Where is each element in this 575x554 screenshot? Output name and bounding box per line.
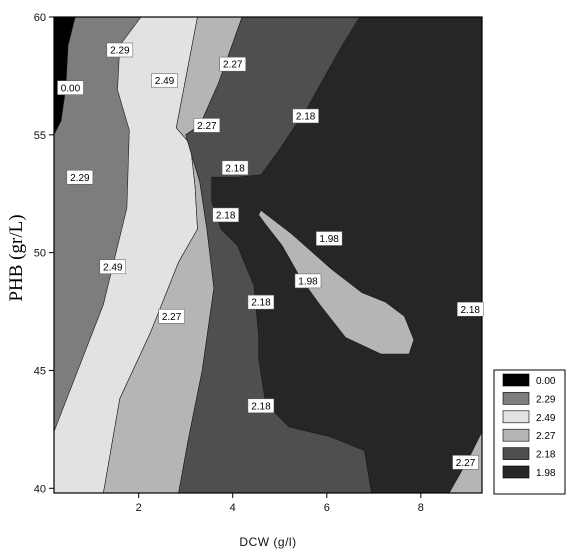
x-tick-label: 2 xyxy=(136,502,142,514)
contour-region-1-98 xyxy=(258,209,415,355)
contour-label-text: 2.49 xyxy=(103,262,123,273)
contour-label-text: 1.98 xyxy=(319,234,339,245)
contour-label: 2.49 xyxy=(151,73,178,88)
legend-label: 0.00 xyxy=(536,376,556,387)
contour-label-text: 2.18 xyxy=(216,211,236,222)
contour-label: 2.29 xyxy=(106,42,134,58)
contour-label: 2.18 xyxy=(456,301,484,317)
contour-label-box xyxy=(212,207,239,223)
contour-label-box xyxy=(452,455,479,470)
x-axis-title: DCW (g/l) xyxy=(239,535,296,549)
contour-label-box xyxy=(315,231,343,246)
contour-label-box xyxy=(57,80,84,95)
contour-label: 2.49 xyxy=(99,259,127,275)
contour-label-text: 2.27 xyxy=(223,60,243,71)
contour-label-box xyxy=(193,118,221,133)
contour-label-text: 2.27 xyxy=(162,312,182,323)
y-axis-title: PHB (gr/L) xyxy=(6,214,27,301)
contour-label: 2.18 xyxy=(292,108,319,124)
y-tick-label: 55 xyxy=(34,130,46,142)
contour-label-text: 2.29 xyxy=(110,46,130,57)
legend-swatch xyxy=(502,465,530,479)
contour-label-box xyxy=(106,42,134,58)
x-tick-label: 6 xyxy=(324,502,330,514)
contour-region-2-27 xyxy=(448,431,482,493)
contour-label-text: 2.18 xyxy=(225,163,245,174)
contour-label: 2.29 xyxy=(66,169,94,185)
contour-label-text: 2.18 xyxy=(296,112,316,123)
contour-label-box xyxy=(151,73,178,88)
contour-label-box xyxy=(221,160,249,176)
contour-label: 2.27 xyxy=(158,309,185,324)
contour-label: 1.98 xyxy=(315,231,343,246)
contour-label: 2.27 xyxy=(452,455,479,470)
x-tick-label: 4 xyxy=(230,502,236,514)
legend-label: 2.27 xyxy=(536,431,556,442)
contour-label: 2.27 xyxy=(219,56,246,72)
y-tick-label: 60 xyxy=(34,12,46,24)
contour-label-text: 0.00 xyxy=(61,83,81,94)
legend: 0.00 2.29 2.49 2.27 2.18 1.98 xyxy=(493,369,566,495)
contour-label: 2.18 xyxy=(212,207,239,223)
contour-label: 1.98 xyxy=(294,273,322,289)
contour-label: 2.27 xyxy=(193,118,221,133)
contour-label-text: 1.98 xyxy=(298,277,318,288)
contour-label-box xyxy=(247,294,275,310)
x-tick-label: 8 xyxy=(418,502,424,514)
contour-regions xyxy=(54,17,482,493)
contour-label-text: 2.29 xyxy=(70,173,90,184)
contour-label-text: 2.18 xyxy=(251,298,271,309)
axis-ticks: 2 4 6 8 40 45 50 55 60 xyxy=(34,12,424,514)
legend-label: 2.29 xyxy=(536,394,556,405)
y-tick-label: 50 xyxy=(34,248,46,260)
contour-label: 2.18 xyxy=(247,398,275,414)
legend-label: 2.49 xyxy=(536,413,556,424)
contour-label-text: 2.27 xyxy=(197,121,217,132)
contour-label-box xyxy=(294,273,322,289)
contour-label-box xyxy=(219,56,246,72)
contour-region-1-98 xyxy=(211,17,482,493)
contour-label-box xyxy=(247,398,275,414)
legend-swatch xyxy=(502,392,530,405)
legend-swatch xyxy=(502,373,530,387)
contour-labels: 2.29 0.00 2.49 2.27 2.18 2.27 2.29 2.18 2.18 1.98… xyxy=(57,42,484,470)
contour-label-box xyxy=(456,301,484,317)
contour-label-text: 2.27 xyxy=(456,458,476,469)
contour-label: 2.18 xyxy=(247,294,275,310)
contour-label-box xyxy=(66,169,94,185)
legend-label: 2.18 xyxy=(536,450,556,461)
legend-swatch xyxy=(502,428,530,442)
plot-frame xyxy=(53,16,483,494)
contour-label: 2.18 xyxy=(221,160,249,176)
contour-label: 0.00 xyxy=(57,80,84,95)
legend-label: 1.98 xyxy=(536,468,556,479)
legend-swatch xyxy=(502,410,530,424)
contour-label-text: 2.49 xyxy=(155,76,175,87)
contour-label-box xyxy=(292,108,319,124)
y-tick-label: 40 xyxy=(34,483,46,495)
legend-swatch xyxy=(502,447,530,460)
y-tick-label: 45 xyxy=(34,365,46,377)
contour-label-text: 2.18 xyxy=(461,305,481,316)
contour-label-box xyxy=(99,259,127,275)
contour-label-box xyxy=(158,309,185,324)
contour-label-text: 2.18 xyxy=(251,401,271,412)
